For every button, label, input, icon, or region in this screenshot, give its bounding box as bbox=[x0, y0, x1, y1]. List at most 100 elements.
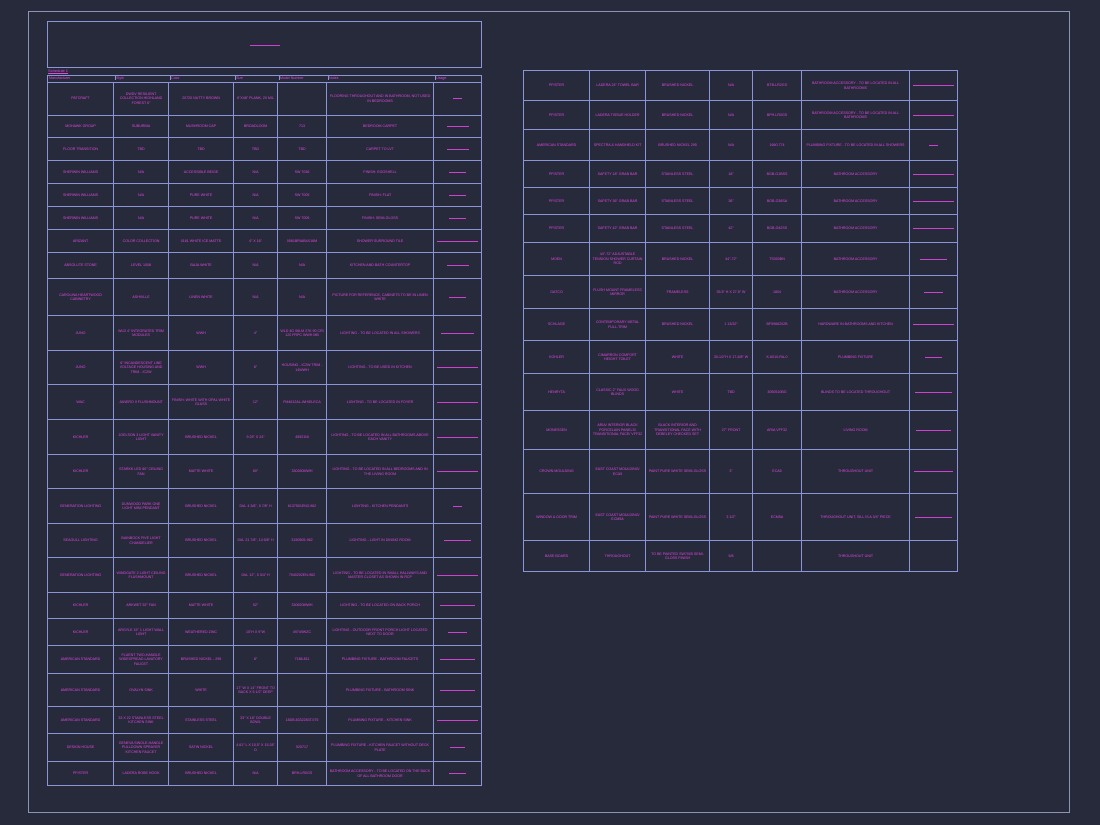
color-cell: BRUSHED NICKEL bbox=[646, 309, 710, 341]
style-cell: DWDV RESILIENT COLLECTION HIGHLAND FORES… bbox=[114, 82, 169, 116]
style-cell: THROUGHOUT bbox=[590, 541, 646, 572]
usage-line bbox=[915, 429, 952, 431]
model-cell: BTB-LR2GS bbox=[753, 71, 802, 101]
size-cell: 3" bbox=[710, 450, 753, 494]
usage-line bbox=[446, 265, 469, 266]
manufacturer-cell: HENRYTA bbox=[524, 374, 590, 411]
style-cell: 33 X 22 STAINLESS STEEL KITCHEN SINK bbox=[114, 707, 169, 734]
usage-cell bbox=[910, 450, 958, 494]
header-row: Manufacturer Style Color Size Model Number No… bbox=[48, 76, 481, 83]
right-schedule-table: PFISTER LADERA 24" TOWEL BAR BRUSHED NICKE… bbox=[523, 70, 958, 572]
manufacturer-cell: GATCO bbox=[524, 276, 590, 309]
model-cell bbox=[278, 82, 327, 116]
color-cell: STAINLESS STEEL bbox=[646, 161, 710, 188]
model-cell: 18DB.8332283T.075 bbox=[278, 707, 327, 734]
model-cell: 49749WZC bbox=[278, 619, 327, 646]
size-cell: N/A bbox=[710, 101, 753, 130]
size-cell: N/A bbox=[710, 71, 753, 101]
size-cell: 18" bbox=[710, 161, 753, 188]
manufacturer-cell: KICHLER bbox=[48, 619, 114, 646]
style-cell: CONTEMPORARY METAL FULL-TRIM bbox=[590, 309, 646, 341]
color-cell: BRUSHED NICKEL bbox=[169, 558, 234, 593]
color-cell: MATTE WHITE bbox=[169, 593, 234, 619]
size-cell: 3 1/2" bbox=[710, 494, 753, 541]
table-row: PFISTER SAFETY 36" GRAB BAR STAINLESS STEE… bbox=[524, 188, 958, 215]
color-cell: PAINT PURE WHITE SEMI-GLOSS bbox=[646, 494, 710, 541]
table-row: KICHLER STARKK LED 60" CEILING FAN MATTE W… bbox=[48, 455, 482, 489]
usage-cell bbox=[910, 309, 958, 341]
size-cell: N/A bbox=[234, 161, 278, 184]
model-cell: 7540202EN-962 bbox=[278, 558, 327, 593]
usage-line bbox=[924, 356, 943, 358]
notes-cell: LIGHTING - OUTDOOR FRONT PORCH LIGHT LOC… bbox=[327, 619, 434, 646]
size-cell: 35.5" H X 27.5" W bbox=[710, 276, 753, 309]
model-cell: ARIA VFF32 bbox=[753, 411, 802, 450]
usage-line bbox=[912, 324, 955, 325]
usage-line bbox=[913, 471, 954, 472]
usage-line bbox=[439, 689, 476, 691]
usage-line bbox=[444, 540, 471, 541]
style-cell: LADERA TISSUE HOLDER bbox=[590, 101, 646, 130]
usage-cell bbox=[910, 411, 958, 450]
style-cell: EAST COAST MOULDING/ ECM5A bbox=[590, 494, 646, 541]
model-cell: BGB-G1BSS bbox=[753, 161, 802, 188]
size-cell: 17" W X 14" FRONT TO BACK X 5 1/2" DEEP bbox=[234, 674, 278, 707]
usage-line bbox=[449, 747, 466, 748]
usage-cell bbox=[910, 130, 958, 161]
model-cell bbox=[278, 674, 327, 707]
manufacturer-cell: ARIZANT bbox=[48, 230, 114, 253]
usage-cell bbox=[434, 279, 482, 316]
notes-cell: BEDROOM CARPET bbox=[327, 116, 434, 138]
usage-cell bbox=[434, 184, 482, 207]
usage-cell bbox=[434, 593, 482, 619]
table-row: GATCO FLUSH MOUNT FRAMELESS MIRROR FRAMELE… bbox=[524, 276, 958, 309]
size-cell: 30-1/2"H X 17-5/8" W bbox=[710, 341, 753, 374]
style-cell: SUBURBIA bbox=[114, 116, 169, 138]
usage-line bbox=[448, 296, 467, 298]
size-cell: 5/8 bbox=[710, 541, 753, 572]
table-row: BASE BOARD THROUGHOUT TO BE PAINTED SW7005… bbox=[524, 541, 958, 572]
manufacturer-cell: AMERICAN STANDARD bbox=[48, 707, 114, 734]
usage-line bbox=[453, 505, 462, 507]
color-cell: BLACK INTERIOR AND TRANSITIONAL FACE WIT… bbox=[646, 411, 710, 450]
usage-line bbox=[447, 631, 468, 633]
notes-cell: PLUMBING FIXTURE - BATHROOM SINK bbox=[327, 674, 434, 707]
table-row: SHERWIN WILLIAMS N/A PURE WHITE N/A SW 7005 F… bbox=[48, 207, 482, 230]
model-cell: 7186.811 bbox=[278, 646, 327, 674]
usage-line bbox=[453, 98, 462, 99]
style-cell: SAFETY 18" GRAB BAR bbox=[590, 161, 646, 188]
size-cell: 4" X 16" bbox=[234, 230, 278, 253]
model-cell: BPH-LR0GS bbox=[753, 101, 802, 130]
size-cell: 52" bbox=[234, 593, 278, 619]
model-cell: BF5966202B bbox=[753, 309, 802, 341]
model-cell: 330620MWH bbox=[278, 593, 327, 619]
table-row: WAC JANERO II FLUSHMOUNT FINISH: WHITE WIT… bbox=[48, 385, 482, 420]
manufacturer-cell: WINDOW & DOOR TRIM bbox=[524, 494, 590, 541]
size-cell: DIA. 4 3/8", 5 7/8" H bbox=[234, 489, 278, 524]
table-row: KICHLER ARGYLE 15" 1 LIGHT WALL LIGHT WEAT… bbox=[48, 619, 482, 646]
color-cell: BRUSHED NICKEL bbox=[169, 489, 234, 524]
size-cell: N/A bbox=[234, 207, 278, 230]
model-cell bbox=[753, 541, 802, 572]
size-cell: 12" bbox=[234, 385, 278, 420]
model-cell: 1804 bbox=[753, 276, 802, 309]
model-cell: 330260MWH bbox=[278, 455, 327, 489]
manufacturer-cell: GENERATION LIGHTING bbox=[48, 558, 114, 593]
color-cell: STAINLESS STEEL bbox=[646, 188, 710, 215]
usage-cell bbox=[910, 341, 958, 374]
notes-cell: HARDWARE IN BATHROOMS AND KITCHEN bbox=[802, 309, 910, 341]
usage-cell bbox=[434, 316, 482, 351]
size-cell: BROADLOOM bbox=[234, 116, 278, 138]
manufacturer-cell: JUNO bbox=[48, 351, 114, 385]
size-cell: N/A bbox=[234, 279, 278, 316]
model-cell: SW 7036 bbox=[278, 161, 327, 184]
style-cell: 44"-72" ADJUSTABLE TENSION SHOWER CURTAI… bbox=[590, 243, 646, 276]
table-row: SCHLAGE CONTEMPORARY METAL FULL-TRIM BRUSH… bbox=[524, 309, 958, 341]
color-cell: TO BE PAINTED SW7005 SEMI-GLOSS FINISH bbox=[646, 541, 710, 572]
usage-line bbox=[436, 471, 479, 472]
table-row: SEAGULL LIGHTING BAINBOCK FIVE LIGHT CHAN… bbox=[48, 524, 482, 558]
style-cell: N/A bbox=[114, 161, 169, 184]
manufacturer-cell: FLOOR TRANSITION bbox=[48, 138, 114, 161]
manufacturer-cell: MONESSEN bbox=[524, 411, 590, 450]
notes-cell: KITCHEN AND BATH COUNTERTOP bbox=[327, 253, 434, 279]
